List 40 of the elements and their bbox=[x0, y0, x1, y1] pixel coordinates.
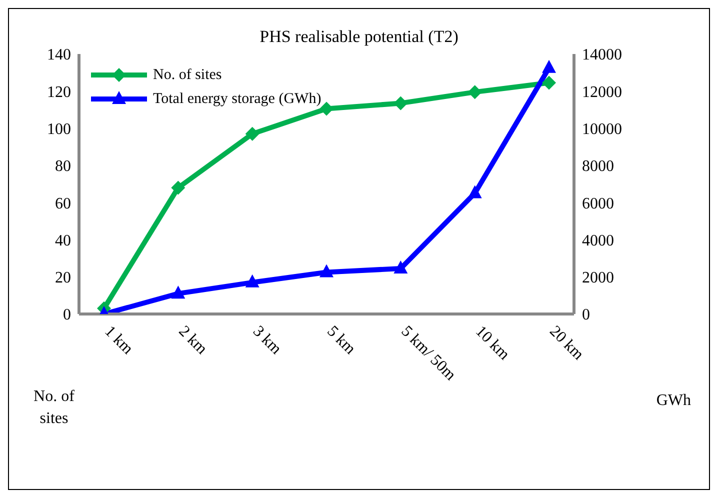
x-tick-label: 10 km bbox=[472, 322, 514, 364]
y2-tick-label: 8000 bbox=[582, 158, 614, 176]
point bbox=[171, 286, 186, 299]
point bbox=[245, 126, 260, 141]
x-tick-label: 5 km bbox=[324, 322, 360, 358]
y2-tick-label: 0 bbox=[582, 306, 590, 324]
y-axis-title: No. of sites bbox=[32, 387, 76, 429]
y2-tick-label: 6000 bbox=[582, 195, 614, 212]
y-tick-label: 0 bbox=[63, 306, 71, 324]
y-tick-label: 120 bbox=[47, 84, 71, 101]
x-tick-label: 3 km bbox=[250, 322, 285, 358]
point bbox=[394, 260, 408, 274]
point bbox=[542, 76, 556, 90]
y2-tick-label: 12000 bbox=[582, 84, 622, 101]
y-tick-label: 20 bbox=[55, 270, 71, 287]
legend-label: Total energy storage (GWh) bbox=[153, 90, 322, 108]
y-tick-label: 100 bbox=[47, 120, 71, 138]
point bbox=[468, 185, 482, 198]
y-tick-label: 40 bbox=[55, 232, 71, 250]
y2-tick-label: 2000 bbox=[582, 270, 614, 287]
x-tick-label: 2 km bbox=[175, 322, 211, 358]
y2-tick-label: 14000 bbox=[582, 46, 622, 64]
point bbox=[171, 180, 186, 195]
y2-axis-title: GWh bbox=[656, 392, 691, 410]
point bbox=[320, 264, 334, 278]
y2-tick-label: 4000 bbox=[582, 232, 614, 250]
x-tick-label: 5 km/ 50m bbox=[398, 322, 460, 384]
point bbox=[468, 85, 482, 100]
y-tick-label: 60 bbox=[55, 195, 71, 212]
y-tick-label: 80 bbox=[55, 158, 71, 176]
point bbox=[394, 96, 408, 110]
chart-title: PHS realisable potential (T2) bbox=[258, 27, 460, 47]
point bbox=[542, 60, 556, 73]
y-tick-label: 140 bbox=[47, 46, 71, 64]
y2-tick-label: 10000 bbox=[582, 120, 622, 138]
x-tick-label: 20 km bbox=[546, 322, 588, 364]
point bbox=[320, 102, 334, 116]
x-tick-label: 1 km bbox=[101, 322, 137, 358]
point bbox=[245, 274, 260, 288]
legend-label: No. of sites bbox=[153, 66, 222, 84]
